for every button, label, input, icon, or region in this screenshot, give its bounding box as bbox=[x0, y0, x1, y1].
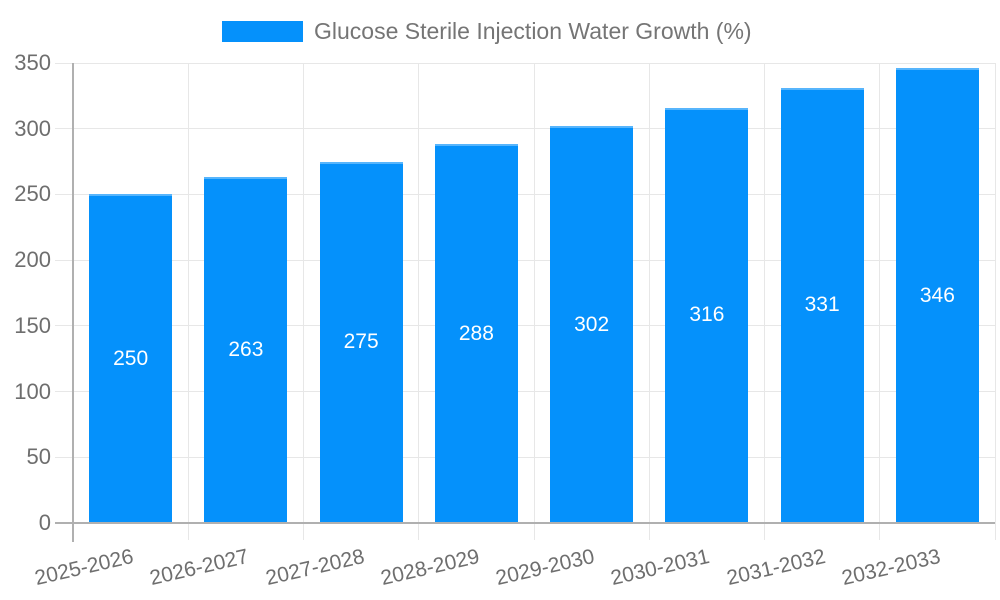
h-gridline bbox=[55, 62, 995, 64]
h-gridline bbox=[55, 193, 995, 195]
bar-value-label: 302 bbox=[574, 312, 610, 336]
bar: 331 bbox=[780, 87, 864, 523]
bar: 288 bbox=[434, 144, 518, 523]
x-axis-tick-label: 2032-2033 bbox=[839, 545, 943, 591]
x-axis-line bbox=[55, 522, 995, 524]
legend-label: Glucose Sterile Injection Water Growth (… bbox=[314, 18, 752, 44]
y-axis-tick-label: 100 bbox=[14, 378, 51, 404]
bar: 316 bbox=[665, 107, 749, 523]
legend-swatch-icon bbox=[222, 21, 303, 42]
x-axis-tick-label: 2026-2027 bbox=[148, 545, 252, 591]
chart-legend: Glucose Sterile Injection Water Growth (… bbox=[222, 18, 752, 44]
bar-value-label: 275 bbox=[343, 330, 379, 354]
bar: 346 bbox=[895, 68, 979, 523]
y-axis-line bbox=[72, 63, 74, 542]
bar: 275 bbox=[319, 161, 403, 523]
h-gridline bbox=[55, 391, 995, 393]
v-gridline bbox=[187, 63, 189, 540]
bar: 302 bbox=[550, 126, 634, 523]
bar-value-label: 331 bbox=[804, 293, 840, 317]
x-axis-tick-label: 2030-2031 bbox=[609, 545, 713, 591]
v-gridline bbox=[879, 63, 881, 540]
x-axis-tick-label: 2029-2030 bbox=[493, 545, 597, 591]
bar-value-label: 263 bbox=[228, 338, 264, 362]
bar-value-label: 316 bbox=[689, 303, 725, 327]
bar: 250 bbox=[89, 194, 173, 523]
bar-value-label: 346 bbox=[919, 283, 955, 307]
x-axis-tick-label: 2027-2028 bbox=[263, 545, 367, 591]
v-gridline bbox=[303, 63, 304, 540]
bar-value-label: 250 bbox=[113, 346, 149, 370]
x-axis-tick-label: 2028-2029 bbox=[378, 545, 482, 591]
y-axis-tick-label: 250 bbox=[14, 181, 51, 207]
y-axis-tick-label: 50 bbox=[26, 444, 51, 470]
bar-value-label: 288 bbox=[458, 321, 494, 345]
y-axis-tick-label: 300 bbox=[14, 115, 51, 141]
v-gridline bbox=[648, 63, 650, 540]
x-axis-tick-label: 2031-2032 bbox=[724, 545, 828, 591]
h-gridline bbox=[55, 128, 995, 130]
y-axis-tick-label: 0 bbox=[38, 510, 51, 535]
x-axis-tick-label: 2025-2026 bbox=[32, 545, 136, 591]
v-gridline bbox=[764, 63, 765, 540]
y-axis-tick-label: 200 bbox=[14, 247, 51, 273]
v-gridline bbox=[994, 63, 996, 540]
h-gridline bbox=[55, 259, 995, 261]
h-gridline bbox=[55, 456, 995, 458]
y-axis-tick-label: 350 bbox=[14, 50, 51, 75]
v-gridline bbox=[418, 63, 420, 540]
bar: 263 bbox=[204, 177, 288, 523]
y-axis-tick-label: 150 bbox=[14, 312, 51, 338]
h-gridline bbox=[55, 325, 995, 327]
v-gridline bbox=[533, 63, 535, 540]
